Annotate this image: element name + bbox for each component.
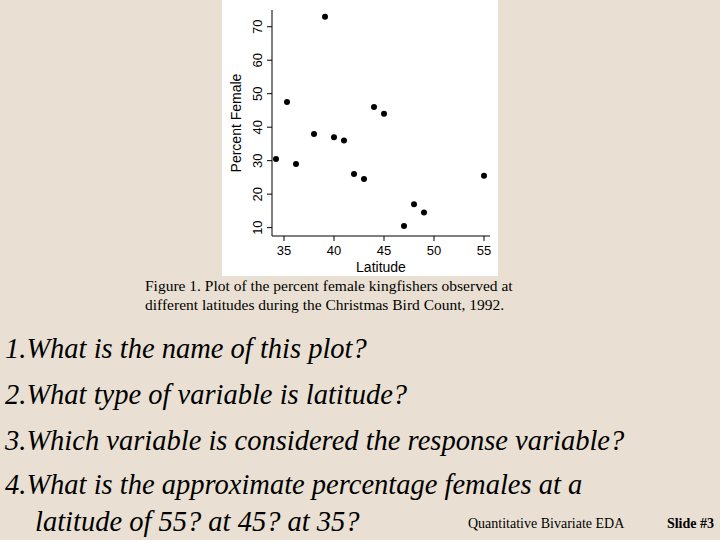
x-tick-label: 35 xyxy=(277,243,291,258)
y-tick xyxy=(267,26,272,27)
caption: different latitudes during the Christmas… xyxy=(145,296,504,313)
point xyxy=(331,134,337,140)
x-tick xyxy=(284,236,285,241)
background xyxy=(0,0,720,540)
y-tick xyxy=(267,227,272,228)
point xyxy=(311,131,317,137)
y-tick-label: 30 xyxy=(250,153,265,167)
y-tick xyxy=(267,60,272,61)
question: 3.Which variable is considered the respo… xyxy=(4,425,625,456)
question: latitude of 55? at 45? at 35? xyxy=(35,506,360,537)
point xyxy=(361,176,367,182)
y-tick xyxy=(267,160,272,161)
question: 2.What type of variable is latitude? xyxy=(5,379,408,410)
slide: 35 40 45 50 55 10 20 30 40 50 60 70 Latitude Percent … xyxy=(0,0,720,540)
point xyxy=(381,111,387,117)
point xyxy=(341,138,347,144)
y-tick-label: 60 xyxy=(250,53,265,67)
y-tick xyxy=(267,127,272,128)
point xyxy=(284,99,290,105)
points xyxy=(273,14,487,229)
point xyxy=(401,223,407,229)
point xyxy=(322,14,328,20)
x-tick-label: 55 xyxy=(477,243,491,258)
y-tick-label: 20 xyxy=(250,187,265,201)
point xyxy=(351,171,357,177)
y-tick xyxy=(267,93,272,94)
question: 1.What is the name of this plot? xyxy=(5,333,368,364)
slide-number: Slide #3 xyxy=(667,516,714,531)
x-tick-label: 40 xyxy=(327,243,341,258)
point xyxy=(273,156,279,162)
chart-panel xyxy=(222,0,498,276)
y-axis-label: Percent Female xyxy=(228,73,244,172)
y-axis xyxy=(272,10,273,236)
point xyxy=(411,201,417,207)
y-tick xyxy=(267,194,272,195)
point xyxy=(481,173,487,179)
y-tick-label: 50 xyxy=(250,86,265,100)
x-tick xyxy=(484,236,485,241)
question: 4.What is the approximate percentage fem… xyxy=(5,469,582,500)
point xyxy=(421,210,427,216)
y-tick-label: 40 xyxy=(250,120,265,134)
point xyxy=(371,104,377,110)
footer: Quantitative Bivariate EDA xyxy=(468,516,625,531)
y-tick-label: 70 xyxy=(250,20,265,34)
x-tick xyxy=(434,236,435,241)
x-tick-label: 50 xyxy=(427,243,441,258)
x-tick-label: 45 xyxy=(377,243,391,258)
point xyxy=(293,161,299,167)
caption: Figure 1. Plot of the percent female kin… xyxy=(145,277,513,294)
x-tick xyxy=(384,236,385,241)
x-tick xyxy=(334,236,335,241)
x-axis xyxy=(272,236,490,237)
x-axis-label: Latitude xyxy=(356,259,406,275)
y-tick-label: 10 xyxy=(250,220,265,234)
